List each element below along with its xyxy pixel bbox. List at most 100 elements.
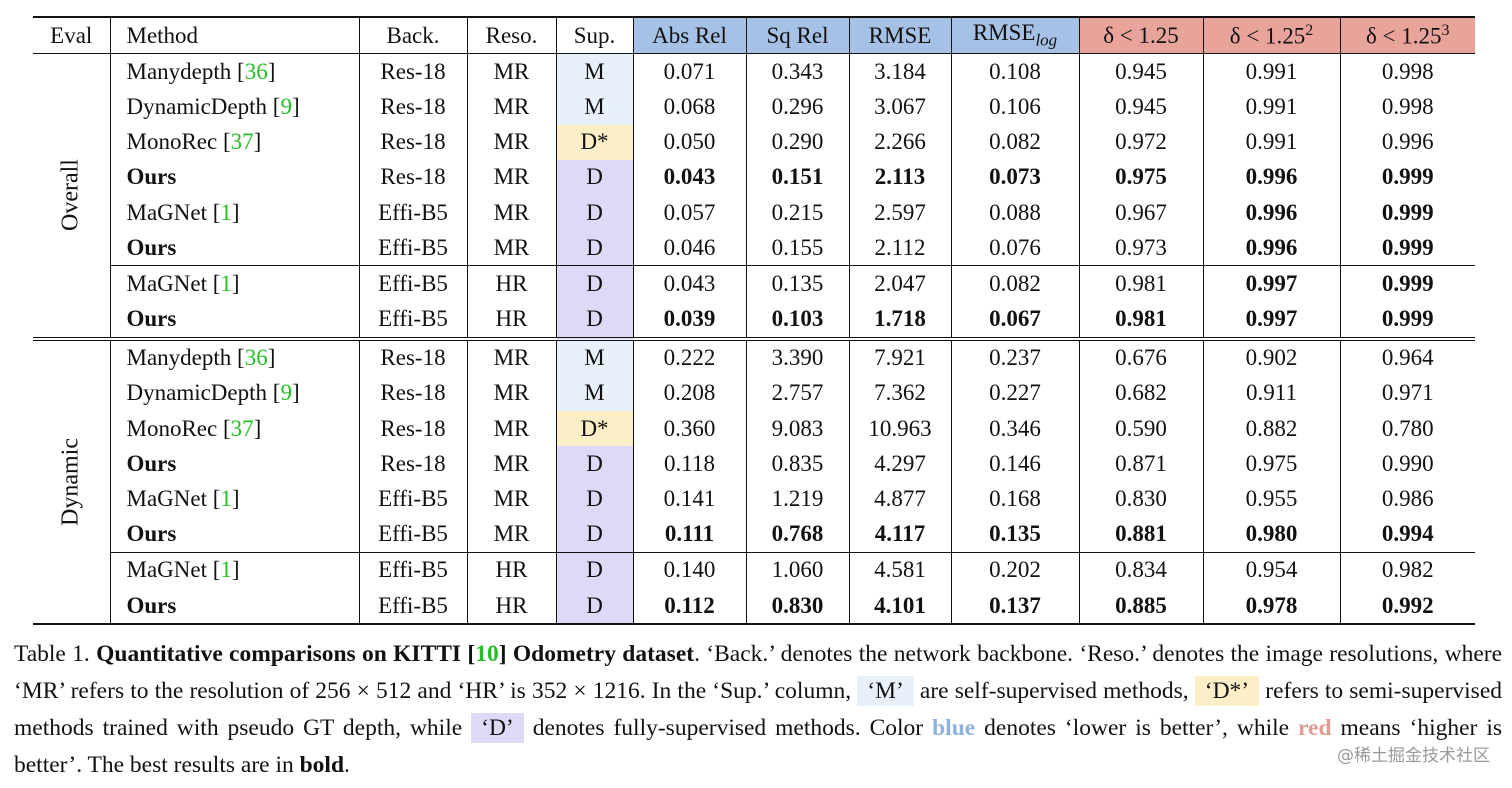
metric-delta-3-cell: 0.986 xyxy=(1381,486,1434,512)
results-table: Eval Method Back. Reso. Sup. Abs Rel Sq … xyxy=(33,16,1475,626)
metric-delta-1-cell: 0.676 xyxy=(1079,338,1204,376)
caption-text-9: . xyxy=(344,752,350,778)
method-name: MaGNet xyxy=(126,199,207,225)
metric-rmse-log-cell: 0.168 xyxy=(951,481,1080,517)
method-cell: Ours xyxy=(110,516,360,553)
citation-link[interactable]: 1 xyxy=(220,199,232,225)
metric-rmse-cell: 4.101 xyxy=(849,588,952,626)
metric-abs-rel-cell: 0.222 xyxy=(633,338,747,376)
table-caption: Table 1. Quantitative comparisons on KIT… xyxy=(14,636,1502,784)
supervision-cell: D xyxy=(556,265,634,302)
metric-rmse-cell: 2.266 xyxy=(849,124,952,160)
method-cell: Ours xyxy=(110,230,360,267)
resolution-cell: MR xyxy=(467,516,557,553)
metric-rmse-log-cell: 0.067 xyxy=(951,301,1080,341)
caption-swatch-dstar: ‘D*’ xyxy=(1194,676,1260,706)
backbone-cell: Effi-B5 xyxy=(359,301,468,341)
metric-sq-rel-cell: 0.835 xyxy=(746,446,850,482)
eval-group-cell: Overall xyxy=(33,53,111,341)
metric-rmse-log-cell: 0.073 xyxy=(951,159,1080,195)
metric-abs-rel-cell: 0.043 xyxy=(633,265,747,302)
caption-mr-resolution: 256 × 512 xyxy=(315,678,412,704)
citation-link[interactable]: 36 xyxy=(244,58,268,84)
caption-label: Table 1. xyxy=(14,641,97,667)
metric-abs-rel-cell: 0.043 xyxy=(633,159,747,195)
method-name: DynamicDepth xyxy=(126,93,268,119)
supervision-cell: D xyxy=(556,552,634,588)
method-name: MonoRec xyxy=(126,415,218,441)
metric-abs-rel-cell: 0.050 xyxy=(633,124,747,160)
metric-delta-1-cell: 0.682 xyxy=(1079,375,1204,412)
citation-link[interactable]: 1 xyxy=(220,557,232,583)
supervision-cell: D xyxy=(556,446,634,482)
metric-delta-2-cell: 0.902 xyxy=(1203,338,1341,376)
metric-delta-2-cell: 0.996 xyxy=(1203,159,1341,195)
header-delta-1: δ < 1.25 xyxy=(1079,16,1204,55)
method-cell: Ours xyxy=(110,159,360,195)
metric-delta-3-cell: 0.999 xyxy=(1381,270,1434,296)
metric-sq-rel-cell: 3.390 xyxy=(746,338,850,376)
metric-delta-1-cell: 0.830 xyxy=(1079,481,1204,517)
metric-sq-rel-cell: 0.768 xyxy=(746,516,850,553)
eval-group-cell: Dynamic xyxy=(33,338,111,626)
backbone-cell: Effi-B5 xyxy=(359,552,468,588)
caption-swatch-d: ‘D’ xyxy=(471,713,524,743)
resolution-cell: HR xyxy=(467,552,557,588)
method-name: Ours xyxy=(126,164,177,190)
resolution-cell: MR xyxy=(467,411,557,447)
metric-delta-3-cell: 0.982 xyxy=(1381,557,1434,583)
table-row: Overall Manydepth [36] Res-18 MR M 0.071 0.343… xyxy=(33,53,1475,341)
supervision-cell: D xyxy=(556,230,634,267)
metric-delta-2-cell: 0.997 xyxy=(1203,265,1341,302)
table-row: MaGNet [1] Effi-B5 MR D 0.057 0.215 2.597 0.088… xyxy=(33,194,1475,231)
caption-blue-word: blue xyxy=(932,715,976,741)
header-delta-2-exp: 2 xyxy=(1305,21,1314,39)
caption-cite-link[interactable]: 10 xyxy=(475,641,499,667)
citation-link[interactable]: 1 xyxy=(220,270,232,296)
supervision-cell: D xyxy=(556,481,634,517)
method-name: Ours xyxy=(126,450,177,476)
supervision-cell: D xyxy=(556,588,634,626)
method-cell: Manydepth [36] xyxy=(110,338,360,376)
table-row: DynamicDepth [9] Res-18 MR M 0.208 2.757 7.362… xyxy=(33,375,1475,412)
metric-delta-2-cell: 0.991 xyxy=(1203,53,1341,90)
metric-delta-2-cell: 0.975 xyxy=(1203,446,1341,482)
metric-rmse-log-cell: 0.082 xyxy=(951,265,1080,302)
metric-abs-rel-cell: 0.112 xyxy=(633,588,747,626)
resolution-cell: HR xyxy=(467,588,557,626)
method-cell: DynamicDepth [9] xyxy=(110,89,360,125)
metric-abs-rel-cell: 0.111 xyxy=(633,516,747,553)
citation-link[interactable]: 9 xyxy=(280,93,292,119)
citation-link[interactable]: 37 xyxy=(230,415,254,441)
header-method: Method xyxy=(110,16,360,55)
method-cell: MaGNet [1] xyxy=(110,552,360,588)
caption-text-6: denotes fully-supervised methods. Color xyxy=(523,715,933,741)
citation-link[interactable]: 1 xyxy=(220,486,232,512)
citation-link[interactable]: 36 xyxy=(244,345,268,371)
header-row: Eval Method Back. Reso. Sup. Abs Rel Sq … xyxy=(33,16,1475,55)
metric-sq-rel-cell: 0.290 xyxy=(746,124,850,160)
header-backbone: Back. xyxy=(359,16,468,55)
backbone-cell: Res-18 xyxy=(359,159,468,195)
resolution-cell: MR xyxy=(467,446,557,482)
metric-abs-rel-cell: 0.039 xyxy=(633,301,747,341)
method-cell: Ours xyxy=(110,446,360,482)
metric-abs-rel-cell: 0.046 xyxy=(633,230,747,267)
header-rmse-log: RMSElog xyxy=(951,16,1080,55)
resolution-cell: MR xyxy=(467,194,557,231)
metric-rmse-log-cell: 0.237 xyxy=(951,338,1080,376)
metric-delta-1-cell: 0.590 xyxy=(1079,411,1204,447)
metric-delta-1-cell: 0.945 xyxy=(1079,89,1204,125)
header-abs-rel: Abs Rel xyxy=(633,16,747,55)
method-name: Manydepth xyxy=(126,58,232,84)
header-delta-3: δ < 1.253 xyxy=(1340,16,1475,55)
metric-delta-2-cell: 0.882 xyxy=(1203,411,1341,447)
metric-delta-3-cell: 0.964 xyxy=(1381,345,1434,371)
supervision-cell: M xyxy=(556,338,634,376)
method-name: Ours xyxy=(126,521,177,547)
supervision-cell: D xyxy=(556,516,634,553)
caption-text-3: . In the ‘Sup.’ column, xyxy=(639,678,858,704)
citation-link[interactable]: 37 xyxy=(230,129,254,155)
eval-group-label: Dynamic xyxy=(57,437,84,526)
citation-link[interactable]: 9 xyxy=(280,380,292,406)
